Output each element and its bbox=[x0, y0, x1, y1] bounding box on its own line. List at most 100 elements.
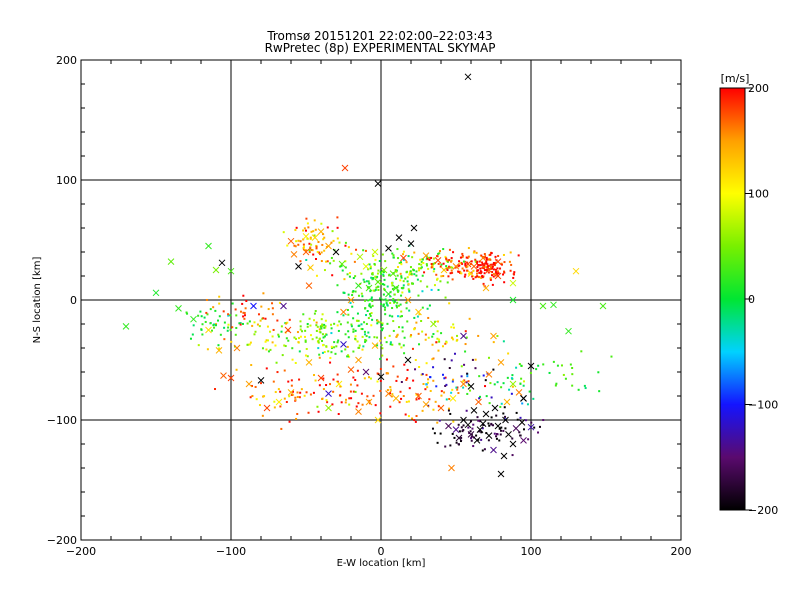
data-point-cross bbox=[377, 373, 385, 381]
data-point-dot bbox=[251, 324, 254, 327]
data-point-dot bbox=[288, 395, 291, 398]
data-point-dot bbox=[477, 334, 480, 337]
data-point-dot bbox=[452, 378, 455, 381]
data-point-cross bbox=[305, 282, 313, 289]
data-point-dot bbox=[499, 429, 502, 432]
data-point-dot bbox=[344, 260, 347, 263]
data-point-dot bbox=[461, 254, 464, 257]
data-point-dot bbox=[413, 273, 416, 276]
data-point-cross bbox=[452, 426, 460, 433]
data-point-dot bbox=[332, 239, 335, 242]
data-point-dot bbox=[492, 273, 495, 276]
data-point-dot bbox=[351, 305, 354, 308]
data-point-dot bbox=[478, 264, 481, 267]
data-point-dot bbox=[339, 385, 342, 388]
data-point-dot bbox=[445, 383, 448, 386]
data-point-dot bbox=[598, 390, 601, 393]
data-point-dot bbox=[495, 437, 498, 440]
data-point-dot bbox=[347, 246, 350, 249]
data-point-dot bbox=[436, 255, 439, 258]
data-point-dot bbox=[254, 385, 257, 388]
data-point-dot bbox=[306, 325, 309, 328]
data-point-dot bbox=[369, 290, 372, 293]
data-point-dot bbox=[431, 358, 434, 361]
data-point-dot bbox=[460, 426, 463, 429]
data-point-dot bbox=[317, 241, 320, 244]
data-point-dot bbox=[332, 378, 335, 381]
data-point-dot bbox=[393, 293, 396, 296]
data-point-dot bbox=[521, 402, 524, 405]
data-point-dot bbox=[254, 330, 257, 333]
data-point-dot bbox=[404, 413, 407, 416]
data-point-dot bbox=[504, 427, 507, 430]
data-point-dot bbox=[440, 390, 443, 393]
data-point-dot bbox=[483, 265, 486, 268]
data-point-dot bbox=[490, 396, 493, 399]
data-point-dot bbox=[309, 393, 312, 396]
data-point-dot bbox=[483, 269, 486, 272]
data-point-dot bbox=[519, 382, 522, 385]
data-point-dot bbox=[366, 310, 369, 313]
data-point-dot bbox=[515, 411, 518, 414]
data-point-dot bbox=[259, 319, 262, 322]
data-point-dot bbox=[370, 296, 373, 299]
data-point-dot bbox=[297, 341, 300, 344]
data-point-cross bbox=[479, 420, 487, 427]
data-point-dot bbox=[215, 323, 218, 326]
data-point-dot bbox=[365, 280, 368, 283]
data-point-dot bbox=[471, 275, 474, 278]
data-point-dot bbox=[416, 315, 419, 318]
data-point-dot bbox=[299, 260, 302, 263]
data-point-dot bbox=[406, 276, 409, 279]
data-point-cross bbox=[245, 380, 253, 388]
data-point-dot bbox=[372, 277, 375, 280]
data-point-dot bbox=[379, 357, 382, 360]
data-point-dot bbox=[365, 314, 368, 317]
data-point-dot bbox=[283, 369, 286, 372]
data-point-dot bbox=[555, 382, 558, 385]
data-point-dot bbox=[401, 330, 404, 333]
data-point-dot bbox=[238, 322, 241, 325]
data-point-dot bbox=[400, 397, 403, 400]
data-point-dot bbox=[499, 267, 502, 270]
data-point-dot bbox=[413, 327, 416, 330]
data-point-dot bbox=[293, 244, 296, 247]
data-point-dot bbox=[489, 382, 492, 385]
data-point-dot bbox=[399, 279, 402, 282]
data-point-dot bbox=[409, 335, 412, 338]
data-point-dot bbox=[269, 348, 272, 351]
data-point-cross bbox=[280, 302, 287, 310]
data-point-dot bbox=[481, 427, 484, 430]
data-point-dot bbox=[344, 348, 347, 351]
data-point-dot bbox=[510, 263, 513, 266]
data-point-dot bbox=[464, 330, 467, 333]
data-point-dot bbox=[415, 321, 418, 324]
data-point-dot bbox=[277, 335, 280, 338]
data-point-dot bbox=[396, 248, 399, 251]
data-point-dot bbox=[476, 266, 479, 269]
data-point-dot bbox=[487, 422, 490, 425]
data-point-dot bbox=[438, 419, 441, 422]
data-point-dot bbox=[396, 375, 399, 378]
data-point-dot bbox=[502, 412, 505, 415]
data-point-dot bbox=[486, 266, 489, 269]
data-point-dot bbox=[382, 274, 385, 277]
data-point-dot bbox=[424, 333, 427, 336]
data-point-dot bbox=[450, 269, 453, 272]
data-point-dot bbox=[431, 427, 434, 430]
data-point-dot bbox=[400, 275, 403, 278]
data-point-dot bbox=[348, 355, 351, 358]
data-point-cross bbox=[407, 240, 415, 247]
data-point-dot bbox=[336, 311, 339, 314]
data-point-cross bbox=[520, 395, 527, 402]
data-point-dot bbox=[383, 308, 386, 311]
data-point-cross bbox=[220, 372, 227, 379]
data-point-dot bbox=[571, 366, 574, 369]
data-point-cross bbox=[509, 296, 517, 304]
data-point-dot bbox=[380, 303, 383, 306]
data-point-dot bbox=[522, 428, 525, 431]
data-point-dot bbox=[408, 273, 411, 276]
data-point-dot bbox=[325, 399, 328, 402]
data-point-dot bbox=[451, 336, 454, 339]
data-point-dot bbox=[492, 341, 495, 344]
